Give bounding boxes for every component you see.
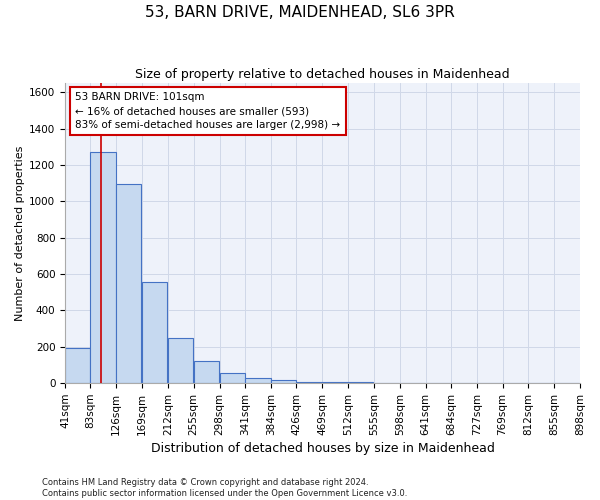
Bar — [374, 382, 399, 383]
Text: 53 BARN DRIVE: 101sqm
← 16% of detached houses are smaller (593)
83% of semi-det: 53 BARN DRIVE: 101sqm ← 16% of detached … — [76, 92, 341, 130]
X-axis label: Distribution of detached houses by size in Maidenhead: Distribution of detached houses by size … — [151, 442, 494, 455]
Bar — [348, 382, 373, 383]
Bar — [91, 152, 116, 383]
Text: 53, BARN DRIVE, MAIDENHEAD, SL6 3PR: 53, BARN DRIVE, MAIDENHEAD, SL6 3PR — [145, 5, 455, 20]
Bar — [220, 373, 245, 383]
Bar — [65, 348, 91, 383]
Bar — [116, 184, 142, 383]
Bar — [271, 380, 296, 383]
Y-axis label: Number of detached properties: Number of detached properties — [15, 146, 25, 321]
Bar — [194, 362, 219, 383]
Text: Contains HM Land Registry data © Crown copyright and database right 2024.
Contai: Contains HM Land Registry data © Crown c… — [42, 478, 407, 498]
Bar — [245, 378, 271, 383]
Bar — [142, 282, 167, 383]
Bar — [168, 338, 193, 383]
Bar — [296, 382, 322, 383]
Bar — [322, 382, 347, 383]
Title: Size of property relative to detached houses in Maidenhead: Size of property relative to detached ho… — [135, 68, 510, 80]
